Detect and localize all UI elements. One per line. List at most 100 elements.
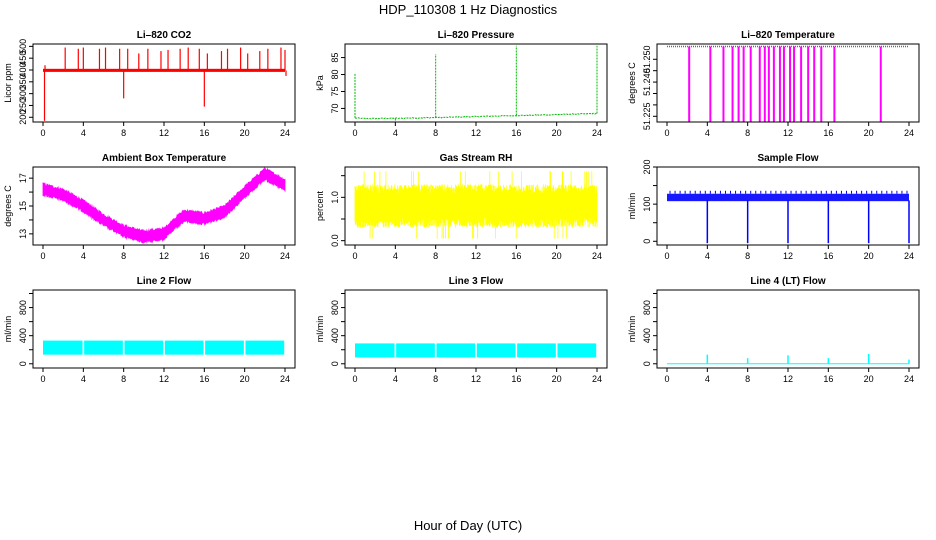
series-band <box>557 343 597 358</box>
y-axis-label: degrees C <box>3 185 13 227</box>
x-tick-label: 20 <box>552 374 562 384</box>
y-tick-label: 450 <box>18 51 28 66</box>
series <box>667 190 910 244</box>
x-tick-label: 0 <box>664 251 669 261</box>
panel-0: Li–820 CO2 0 4 8 12 16 20 24 2002503003504004505… <box>3 30 296 138</box>
x-tick-label: 16 <box>199 128 209 138</box>
x-tick-label: 12 <box>159 251 169 261</box>
y-tick-label: 51.240 <box>642 68 652 96</box>
panel-4: Gas Stream RH 0 4 8 12 16 20 24 0.0 1.0 percent <box>315 153 608 261</box>
y-tick-label: 800 <box>642 300 652 315</box>
panel-title: Line 4 (LT) Flow <box>750 276 826 287</box>
y-tick-label: 500 <box>18 39 28 54</box>
x-axis-title: Hour of Day (UTC) <box>413 518 523 533</box>
y-tick-label: 400 <box>330 328 340 343</box>
y-tick-label: 70 <box>330 103 340 113</box>
y-tick-label: 51.250 <box>642 46 652 74</box>
panel-6: Line 2 Flow 0 4 8 12 16 20 24 0 400 800 ml/min <box>3 276 296 384</box>
x-tick-label: 4 <box>705 251 710 261</box>
series-band <box>43 68 285 72</box>
y-tick-label: 300 <box>18 86 28 101</box>
x-tick-label: 12 <box>783 374 793 384</box>
x-tick-label: 24 <box>592 128 602 138</box>
plot-frame <box>656 43 920 123</box>
x-tick-label: 8 <box>121 251 126 261</box>
y-tick-label: 1.0 <box>330 191 340 204</box>
x-tick-label: 16 <box>511 251 521 261</box>
x-tick-label: 16 <box>823 128 833 138</box>
x-tick-label: 24 <box>592 374 602 384</box>
y-tick-label: 0.0 <box>330 234 340 247</box>
series-band <box>355 343 395 358</box>
series <box>43 47 287 121</box>
x-tick-label: 8 <box>745 374 750 384</box>
series-band <box>436 343 476 358</box>
x-tick-label: 24 <box>904 251 914 261</box>
series-band <box>43 340 83 355</box>
x-tick-label: 4 <box>393 128 398 138</box>
x-tick-label: 20 <box>864 251 874 261</box>
panel-5: Sample Flow 0 4 8 12 16 20 24 0 100 200 ml/min <box>627 153 920 261</box>
series <box>354 45 598 121</box>
x-tick-label: 20 <box>240 128 250 138</box>
x-tick-label: 0 <box>40 128 45 138</box>
y-tick-label: 100 <box>642 197 652 212</box>
y-axis-label: degrees C <box>627 62 637 104</box>
x-tick-label: 12 <box>159 128 169 138</box>
y-tick-label: 400 <box>642 328 652 343</box>
x-tick-label: 4 <box>393 374 398 384</box>
x-tick-label: 20 <box>240 251 250 261</box>
x-tick-label: 24 <box>904 374 914 384</box>
panel-title: Line 2 Flow <box>137 276 192 287</box>
x-tick-label: 16 <box>199 251 209 261</box>
x-tick-label: 0 <box>40 251 45 261</box>
y-tick-label: 75 <box>330 86 340 96</box>
y-tick-label: 400 <box>18 62 28 77</box>
x-tick-label: 4 <box>393 251 398 261</box>
series <box>355 343 597 358</box>
series-band <box>245 340 285 355</box>
x-tick-label: 16 <box>511 128 521 138</box>
x-tick-label: 0 <box>352 128 357 138</box>
y-tick-label: 200 <box>642 159 652 174</box>
y-tick-label: 800 <box>330 300 340 315</box>
x-tick-label: 24 <box>280 251 290 261</box>
panel-1: Li–820 Pressure 0 4 8 12 16 20 24 70 75 80 85 kPa <box>315 30 608 138</box>
y-tick-label: 250 <box>18 98 28 113</box>
y-tick-label: 0 <box>642 239 652 244</box>
x-tick-label: 20 <box>552 251 562 261</box>
x-tick-label: 20 <box>864 128 874 138</box>
y-tick-label: 15 <box>18 201 28 211</box>
series-band <box>84 340 123 355</box>
plot-frame <box>32 43 296 123</box>
x-tick-label: 16 <box>199 374 209 384</box>
panel-2: Li–820 Temperature 0 4 8 12 16 20 24 51.225 51.24… <box>627 30 920 138</box>
plot-frame <box>344 43 608 123</box>
x-tick-label: 8 <box>121 128 126 138</box>
y-axis-label: percent <box>315 190 325 221</box>
x-tick-label: 12 <box>471 374 481 384</box>
series <box>667 353 910 365</box>
series-band <box>354 171 598 239</box>
y-tick-label: 0 <box>642 361 652 366</box>
panel-7: Line 3 Flow 0 4 8 12 16 20 24 0 400 800 ml/min <box>315 276 608 384</box>
y-tick-label: 80 <box>330 70 340 80</box>
panel-3: Ambient Box Temperature 0 4 8 12 16 20 24 13 15 17… <box>3 153 296 261</box>
x-tick-label: 0 <box>664 374 669 384</box>
x-tick-label: 4 <box>705 374 710 384</box>
x-tick-label: 4 <box>81 128 86 138</box>
y-tick-label: 13 <box>18 229 28 239</box>
x-tick-label: 0 <box>40 374 45 384</box>
panel-title: Li–820 Temperature <box>741 30 835 41</box>
x-tick-label: 0 <box>664 128 669 138</box>
panel-title: Gas Stream RH <box>440 153 513 164</box>
y-tick-label: 85 <box>330 53 340 63</box>
panel-title: Li–820 CO2 <box>137 30 192 41</box>
series-band <box>396 343 435 358</box>
x-tick-label: 24 <box>592 251 602 261</box>
x-tick-label: 0 <box>352 251 357 261</box>
x-tick-label: 12 <box>159 374 169 384</box>
x-tick-label: 20 <box>552 128 562 138</box>
